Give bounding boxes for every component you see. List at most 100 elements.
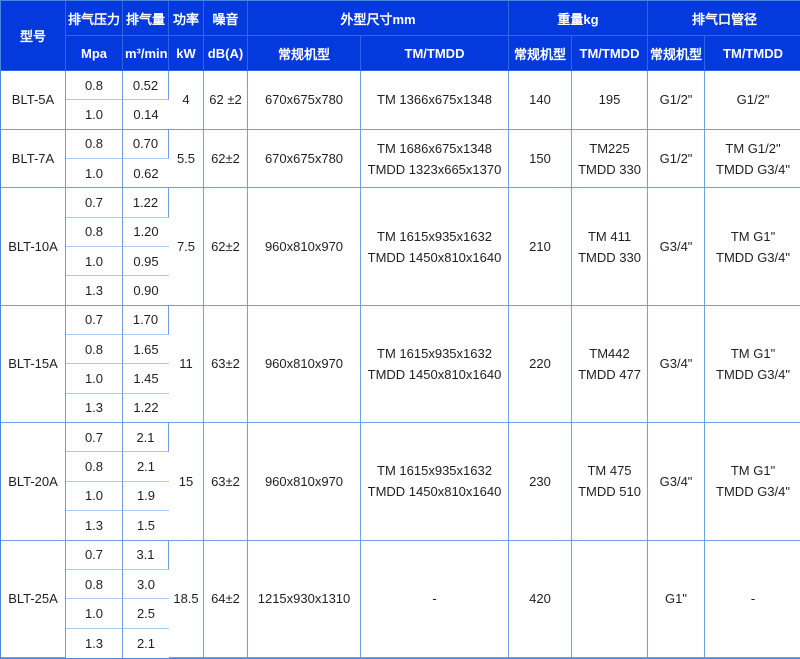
displacement-cell: 1.22	[123, 393, 169, 424]
pressure-cell: 1.0	[66, 100, 123, 130]
weight-regular-cell: 230	[509, 423, 572, 541]
header-model: 型号	[1, 1, 66, 71]
displacement-cell: 2.1	[123, 423, 169, 453]
weight-regular-cell: 420	[509, 540, 572, 658]
header-pipe: 排气口管径	[648, 1, 800, 36]
dimensions-regular-cell: 960x810x970	[248, 305, 361, 424]
displacement-cell: 2.5	[123, 599, 169, 629]
header-power-unit: kW	[169, 36, 204, 71]
table-row: 1.3 1.5	[1, 511, 800, 541]
header-dimensions: 外型尺寸mm	[248, 1, 509, 36]
table-row: 1.3 1.22	[1, 393, 800, 424]
table-row: 1.3 2.1	[1, 628, 800, 658]
pressure-cell: 1.0	[66, 247, 123, 277]
header-dim-regular: 常规机型	[248, 36, 361, 71]
header-noise-unit: dB(A)	[204, 36, 248, 71]
weight-regular-cell: 140	[509, 71, 572, 130]
pressure-cell: 1.0	[66, 599, 123, 629]
header-weight-regular: 常规机型	[509, 36, 572, 71]
power-cell: 11	[169, 305, 204, 424]
weight-tm-cell: 195	[572, 71, 649, 130]
dimensions-tm-cell: TM 1686x675x1348 TMDD 1323x665x1370	[361, 129, 509, 189]
header-pressure: 排气压力	[66, 1, 123, 36]
table-row: 1.0 0.14	[1, 100, 800, 130]
displacement-cell: 1.20	[123, 217, 169, 248]
weight-tm-cell: TM 475 TMDD 510	[572, 423, 649, 541]
displacement-cell: 3.1	[123, 540, 169, 570]
table-row: BLT-7A 0.8 0.70 5.5 62±2 670x675x780 TM …	[1, 129, 800, 189]
weight-tm-cell	[572, 540, 649, 658]
pipe-regular-cell: G1"	[648, 540, 706, 658]
pipe-tm-cell: G1/2"	[705, 71, 800, 130]
displacement-cell: 1.70	[123, 305, 169, 336]
pressure-cell: 0.8	[66, 217, 123, 248]
table-row: 0.8 1.65	[1, 335, 800, 365]
pressure-cell: 1.0	[66, 481, 123, 512]
dimensions-tm-cell: TM 1615x935x1632 TMDD 1450x810x1640	[361, 305, 509, 424]
pressure-cell: 0.7	[66, 423, 123, 453]
pipe-tm-cell: TM G1" TMDD G3/4"	[705, 423, 800, 541]
noise-cell: 64±2	[204, 540, 248, 658]
dimensions-regular-cell: 960x810x970	[248, 423, 361, 541]
displacement-cell: 1.5	[123, 511, 169, 541]
header-weight: 重量kg	[509, 1, 649, 36]
displacement-cell: 2.1	[123, 452, 169, 482]
displacement-cell: 2.1	[123, 628, 169, 658]
header-pipe-tm: TM/TMDD	[705, 36, 800, 71]
table-row: 0.8 3.0	[1, 569, 800, 600]
pressure-cell: 0.7	[66, 188, 123, 218]
weight-regular-cell: 220	[509, 305, 572, 424]
pressure-cell: 1.0	[66, 159, 123, 189]
displacement-cell: 1.45	[123, 364, 169, 394]
dimensions-regular-cell: 670x675x780	[248, 129, 361, 189]
header-power: 功率	[169, 1, 204, 36]
header-weight-tm: TM/TMDD	[572, 36, 649, 71]
pipe-tm-cell: TM G1" TMDD G3/4"	[705, 188, 800, 306]
dimensions-regular-cell: 1215x930x1310	[248, 540, 361, 658]
weight-regular-cell: 150	[509, 129, 572, 189]
dimensions-tm-cell: -	[361, 540, 509, 658]
table-row: 0.8 2.1	[1, 452, 800, 482]
power-cell: 5.5	[169, 129, 204, 189]
displacement-cell: 0.14	[123, 100, 169, 130]
table-row: 1.0 2.5	[1, 599, 800, 629]
pipe-regular-cell: G3/4"	[648, 305, 706, 424]
pipe-tm-cell: TM G1" TMDD G3/4"	[705, 305, 800, 424]
noise-cell: 62±2	[204, 188, 248, 306]
pipe-tm-cell: TM G1/2" TMDD G3/4"	[705, 129, 800, 189]
pressure-cell: 0.7	[66, 540, 123, 570]
pipe-regular-cell: G1/2"	[648, 71, 706, 130]
header-dim-tm: TM/TMDD	[361, 36, 509, 71]
weight-tm-cell: TM 411 TMDD 330	[572, 188, 649, 306]
dimensions-tm-cell: TM 1615x935x1632 TMDD 1450x810x1640	[361, 188, 509, 306]
pressure-cell: 0.8	[66, 569, 123, 600]
dimensions-tm-cell: TM 1615x935x1632 TMDD 1450x810x1640	[361, 423, 509, 541]
table-row: BLT-25A 0.7 3.1 18.5 64±2 1215x930x1310 …	[1, 540, 800, 658]
power-cell: 15	[169, 423, 204, 541]
table-row: 0.8 1.20	[1, 217, 800, 248]
displacement-cell: 3.0	[123, 569, 169, 600]
pressure-cell: 1.3	[66, 628, 123, 658]
weight-tm-cell: TM442 TMDD 477	[572, 305, 649, 424]
header-displacement-unit: m³/min	[123, 36, 169, 71]
dimensions-tm-cell: TM 1366x675x1348	[361, 71, 509, 130]
header-row-2: Mpa m³/min kW dB(A) 常规机型 TM/TMDD 常规机型 TM…	[1, 36, 800, 71]
model-cell: BLT-7A	[1, 129, 66, 189]
table-row: 1.3 0.90	[1, 276, 800, 306]
pressure-cell: 1.3	[66, 511, 123, 541]
pressure-cell: 0.8	[66, 452, 123, 482]
model-cell: BLT-20A	[1, 423, 66, 541]
header-noise: 噪音	[204, 1, 248, 36]
displacement-cell: 0.95	[123, 247, 169, 277]
weight-tm-cell: TM225 TMDD 330	[572, 129, 649, 189]
model-cell: BLT-5A	[1, 71, 66, 130]
power-cell: 4	[169, 71, 204, 130]
table-row: BLT-20A 0.7 2.1 15 63±2 960x810x970 TM 1…	[1, 423, 800, 541]
table-row: BLT-15A 0.7 1.70 11 63±2 960x810x970 TM …	[1, 305, 800, 424]
table-row: BLT-10A 0.7 1.22 7.5 62±2 960x810x970 TM…	[1, 188, 800, 306]
table-row: 1.0 0.95	[1, 247, 800, 277]
pipe-regular-cell: G1/2"	[648, 129, 706, 189]
pressure-cell: 1.3	[66, 393, 123, 424]
displacement-cell: 1.65	[123, 335, 169, 365]
table-row: 1.0 1.9	[1, 481, 800, 512]
